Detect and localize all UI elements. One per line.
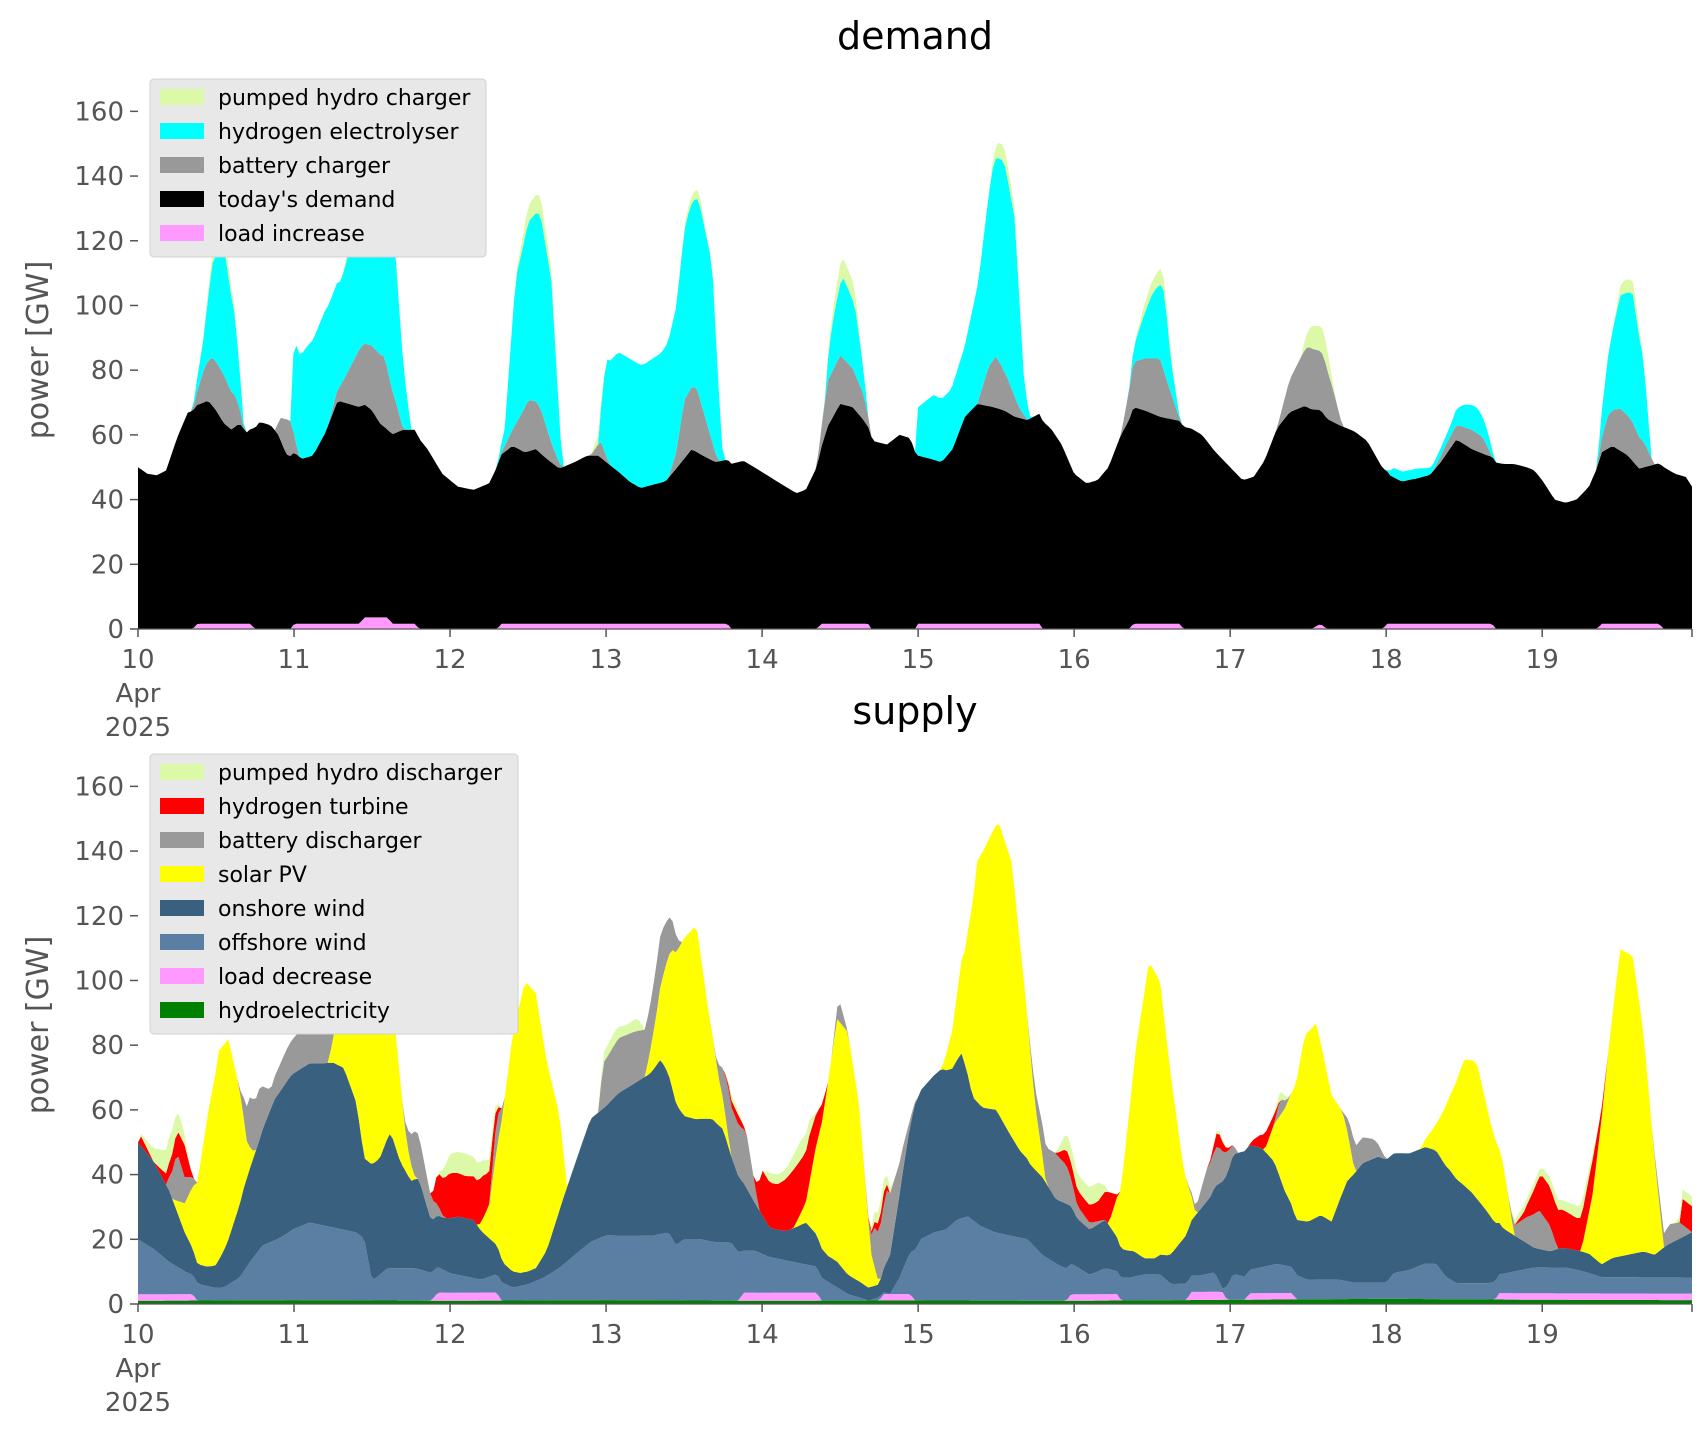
- series-area-1: [138, 401, 1692, 629]
- y-tick-label: 160: [74, 772, 124, 802]
- x-tick-label: 14: [746, 1320, 779, 1350]
- series-area-2: [138, 343, 1692, 503]
- series-area-3: [138, 1053, 1692, 1301]
- x-tick-label: 19: [1526, 1320, 1559, 1350]
- x-tick-label: 10: [121, 645, 154, 675]
- x-tick-label: 19: [1526, 645, 1559, 675]
- series-area-2: [138, 1216, 1692, 1301]
- y-tick-label: 0: [107, 1290, 124, 1320]
- legend-label: hydrogen electrolyser: [218, 120, 459, 145]
- x-tick-label: 12: [434, 645, 467, 675]
- legend-label: today's demand: [218, 188, 395, 213]
- series-area-3: [138, 142, 1692, 503]
- legend-label: hydrogen turbine: [218, 795, 409, 820]
- series-area-6: [138, 824, 1692, 1252]
- legend-swatch: [160, 89, 204, 105]
- y-tick-label: 60: [91, 1096, 124, 1126]
- plot-area: [138, 824, 1692, 1304]
- legend-label: load decrease: [218, 965, 372, 990]
- legend-label: battery discharger: [218, 829, 423, 854]
- supply-panel: supply power [GW] 0 20 40 60 80 100 120 140 160 1…: [21, 689, 1693, 1418]
- x-tick-label: 17: [1214, 645, 1247, 675]
- x-tick-sublabel: 2025: [105, 713, 171, 743]
- x-tick-sublabel: Apr: [116, 1354, 161, 1384]
- y-tick-label: 0: [107, 615, 124, 645]
- legend-swatch: [160, 866, 204, 882]
- x-tick-label: 15: [902, 645, 935, 675]
- series-area-5: [138, 824, 1692, 1279]
- y-axis-label: power [GW]: [21, 936, 56, 1115]
- legend-swatch: [160, 157, 204, 173]
- y-tick-label: 60: [91, 421, 124, 451]
- legend-swatch: [160, 798, 204, 814]
- legend-label: pumped hydro charger: [218, 86, 471, 111]
- legend-swatch: [160, 225, 204, 241]
- legend-swatch: [160, 123, 204, 139]
- axes: 0 20 40 60 80 100 120 140 160 10 11 12 13 14 15 16 17 18 1…: [74, 97, 1693, 743]
- panel-title: demand: [837, 14, 993, 58]
- y-tick-label: 40: [91, 1161, 124, 1191]
- y-tick-label: 40: [91, 486, 124, 516]
- legend-swatch: [160, 1002, 204, 1018]
- series-area-4: [138, 129, 1692, 503]
- y-tick-label: 80: [91, 1031, 124, 1061]
- legend-swatch: [160, 900, 204, 916]
- x-tick-label: 13: [590, 645, 623, 675]
- legend-label: hydroelectricity: [218, 999, 390, 1024]
- x-tick-label: 14: [746, 645, 779, 675]
- x-tick-label: 11: [277, 645, 310, 675]
- axes: 0 20 40 60 80 100 120 140 160 10 11 12 13 14 15 16 17 18 1…: [74, 772, 1693, 1418]
- y-tick-label: 100: [74, 291, 124, 321]
- x-tick-label: 12: [434, 1320, 467, 1350]
- legend-box: [149, 753, 519, 1035]
- x-tick-label: 18: [1370, 645, 1403, 675]
- series-area-4: [138, 824, 1692, 1288]
- y-tick-label: 140: [74, 162, 124, 192]
- x-tick-label: 15: [902, 1320, 935, 1350]
- x-tick-sublabel: 2025: [105, 1388, 171, 1418]
- x-tick-label: 17: [1214, 1320, 1247, 1350]
- legend-label: load increase: [218, 222, 365, 247]
- legend-label: pumped hydro discharger: [218, 761, 503, 786]
- legend: pumped hydro charger hydrogen electrolyse…: [149, 78, 487, 258]
- x-tick-label: 13: [590, 1320, 623, 1350]
- y-axis-label: power [GW]: [21, 261, 56, 440]
- x-tick-label: 16: [1058, 645, 1091, 675]
- legend-label: solar PV: [218, 863, 307, 888]
- y-tick-label: 160: [74, 97, 124, 127]
- y-tick-label: 120: [74, 902, 124, 932]
- x-tick-label: 11: [277, 1320, 310, 1350]
- legend-swatch: [160, 968, 204, 984]
- y-tick-label: 120: [74, 227, 124, 257]
- y-tick-label: 20: [91, 550, 124, 580]
- plot-area: [138, 129, 1692, 629]
- legend: pumped hydro discharger hydrogen turbine b…: [149, 753, 519, 1035]
- series-area-0: [138, 617, 1692, 629]
- legend-swatch: [160, 191, 204, 207]
- series-area-1: [138, 1291, 1692, 1301]
- x-tick-label: 18: [1370, 1320, 1403, 1350]
- x-tick-label: 16: [1058, 1320, 1091, 1350]
- panel-title: supply: [852, 689, 977, 733]
- legend-label: onshore wind: [218, 897, 365, 922]
- legend-label: battery charger: [218, 154, 391, 179]
- x-tick-label: 10: [121, 1320, 154, 1350]
- legend-swatch: [160, 934, 204, 950]
- legend-swatch: [160, 764, 204, 780]
- legend-swatch: [160, 832, 204, 848]
- legend-box: [149, 78, 487, 258]
- legend-label: offshore wind: [218, 931, 367, 956]
- y-tick-label: 140: [74, 837, 124, 867]
- demand-panel: demand power [GW] 0 20 40 60 80 100 120 140 160 1…: [21, 14, 1693, 743]
- y-tick-label: 80: [91, 356, 124, 386]
- y-tick-label: 20: [91, 1225, 124, 1255]
- x-tick-sublabel: Apr: [116, 679, 161, 709]
- series-area-0: [138, 1298, 1692, 1304]
- y-tick-label: 100: [74, 966, 124, 996]
